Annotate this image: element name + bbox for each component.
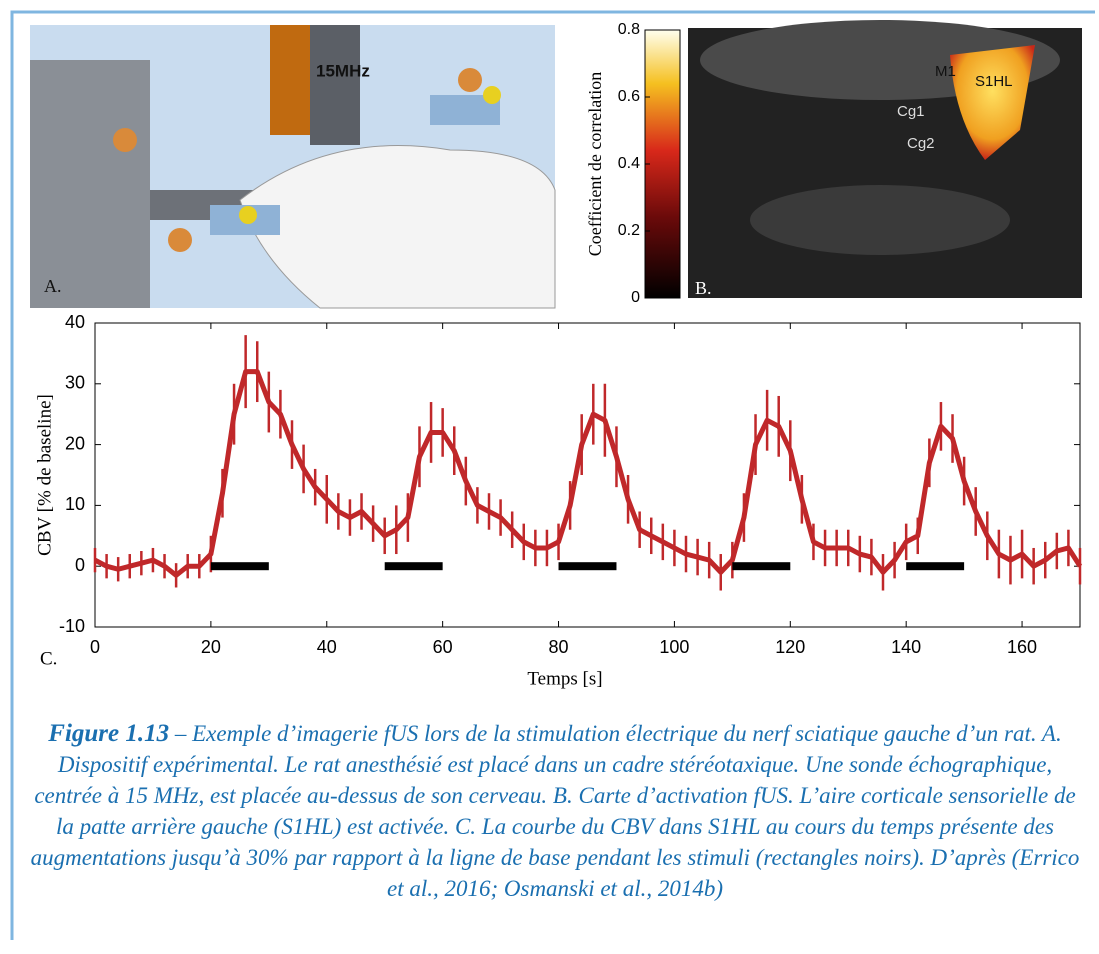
y-tick-label: 30 [65,373,85,393]
y-tick-label: 0 [75,555,85,575]
screw [113,128,137,152]
stimulus-bar [906,562,965,571]
panel-c: Temps [s] CBV [% de baseline] C. 0 20 40 60… [34,312,1083,689]
panel-b: Coefficient de correlation M1 S1HL Cg1 C… [585,20,1082,306]
y-tick-label: 20 [65,433,85,453]
caption-text: – Exemple d’imagerie fUS lors de la stim… [30,721,1080,901]
plot-frame [94,322,1081,628]
colorbar-tick-label: 0 [631,289,640,306]
frame-part [30,60,150,308]
y-tick-label: 10 [65,494,85,514]
colorbar-tick-label: 0.2 [618,222,640,239]
stimulus-bar [210,562,269,571]
y-tick-label: -10 [59,616,85,636]
x-tick-label: 60 [433,637,453,657]
colorbar-label: Coefficient de correlation [585,72,605,257]
region-label: Cg2 [907,135,935,152]
data-line [93,369,1083,578]
x-tick-label: 80 [549,637,569,657]
caption-label: Figure 1.13 [48,720,170,747]
caption: Figure 1.13 – Exemple d’imagerie fUS lor… [30,718,1080,904]
colorbar-tick-label: 0.8 [618,21,640,38]
rat [239,145,556,309]
y-tick-label: 40 [65,312,85,332]
x-tick-label: 20 [201,637,221,657]
panel-letter: A. [44,276,62,296]
panel-letter: B. [695,278,712,298]
y-axis-label: CBV [% de baseline] [34,394,55,556]
x-tick-label: 0 [90,637,100,657]
probe [270,25,310,135]
screw [483,86,501,104]
colorbar-tick-label: 0.6 [618,88,640,105]
panel-a: 15MHz A. [30,25,556,309]
region-label: M1 [935,63,956,80]
x-tick-label: 40 [317,637,337,657]
probe [310,25,360,145]
vessels [750,185,1010,255]
probe-label: 15MHz [316,61,370,80]
stimulus-bar [558,562,617,571]
x-tick-label: 160 [1007,637,1037,657]
region-label: Cg1 [897,103,925,120]
screw [239,206,257,224]
screw [168,228,192,252]
stimulus-bar [384,562,443,571]
colorbar-tick-label: 0.4 [618,155,640,172]
screw [458,68,482,92]
x-tick-label: 100 [659,637,689,657]
colorbar [644,29,681,299]
region-label: S1HL [975,73,1013,90]
x-axis-label: Temps [s] [527,668,602,689]
x-tick-label: 120 [775,637,805,657]
frame [10,10,1095,940]
x-tick-label: 140 [891,637,921,657]
panel-letter: C. [40,648,57,669]
activation [950,45,1035,160]
stimulus-bar [732,562,791,571]
